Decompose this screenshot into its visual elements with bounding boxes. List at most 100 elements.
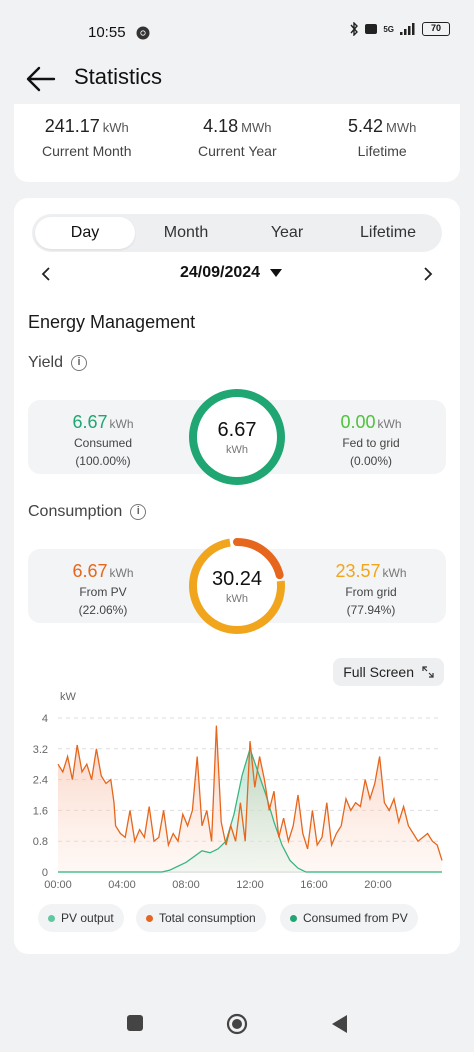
expand-icon (422, 666, 434, 678)
consumption-donut (189, 538, 285, 634)
consumption-total-value: 30.24 (211, 568, 263, 590)
back-button[interactable] (330, 1014, 348, 1034)
summary-value: 241.17 (44, 116, 100, 136)
y-tick-label: 4 (42, 713, 48, 725)
unit: kWh (109, 566, 134, 580)
summary-current-month: 241.17 kWh Current Month (42, 116, 131, 159)
status-time: 10:55 (88, 24, 126, 41)
consumption-grid: 23.57 kWh From grid (77.94%) (306, 561, 436, 618)
legend-dot (146, 914, 153, 922)
yield-label: Yield (28, 354, 63, 371)
y-tick-label: 3.2 (33, 744, 48, 756)
summary-unit: kWh (102, 120, 129, 135)
yield-consumed-value: 6.67 (72, 412, 108, 432)
x-tick-label: 20:00 (364, 879, 392, 891)
summary-current-year: 4.18 MWh Current Year (198, 116, 277, 159)
yield-consumed-pct: (100.00%) (75, 454, 131, 468)
consumption-title: Consumption i (28, 503, 147, 521)
page-title: Statistics (74, 64, 163, 89)
summary-label: Lifetime (357, 143, 407, 159)
summary-lifetime: 5.42 MWh Lifetime (348, 116, 416, 159)
summary-label: Current Month (42, 143, 132, 159)
yield-total: 6.67 kWh (187, 387, 287, 487)
legend-dot (290, 914, 297, 922)
chrome-icon (136, 26, 150, 40)
y-axis-unit: kW (60, 691, 77, 703)
summary-value: 4.18 (203, 116, 239, 136)
info-icon[interactable]: i (130, 504, 147, 520)
yield-total-value: 6.67 (217, 419, 257, 441)
y-tick-label: 0.8 (33, 836, 48, 848)
date-picker[interactable]: 24/09/2024 (180, 264, 283, 282)
yield-fed: 0.00 kWh Fed to grid (0.00%) (306, 412, 436, 469)
yield-fed-pct: (0.00%) (349, 454, 393, 468)
legend-dot (48, 914, 55, 922)
status-bar: 10:55 5G 70 (0, 0, 474, 60)
period-tabs: Day Month Year Lifetime (32, 214, 442, 252)
yield-total-unit: kWh (226, 444, 248, 456)
energy-card: Day Month Year Lifetime 24/09/2024 Energ… (14, 198, 460, 954)
consumption-grid-value: 23.57 (335, 561, 381, 581)
yield-fed-value: 0.00 (340, 412, 376, 432)
legend-label: Total consumption (159, 911, 256, 925)
yield-fed-label: Fed to grid (342, 436, 400, 450)
tab-year[interactable]: Year (270, 224, 304, 241)
signal-icon (400, 23, 415, 35)
unit: kWh (377, 417, 402, 431)
y-tick-label: 0 (42, 867, 48, 879)
network-type: 5G (383, 24, 394, 34)
summary-value: 5.42 (348, 116, 384, 136)
caret-down-icon (270, 269, 283, 277)
chart-legend: PV output Total consumption Consumed fro… (14, 904, 460, 932)
consumption-grid-pct: (77.94%) (346, 603, 396, 617)
full-screen-button[interactable]: Full Screen (333, 658, 444, 686)
chevron-left-icon[interactable] (36, 262, 56, 286)
consumption-pv-pct: (22.06%) (78, 603, 128, 617)
consumption-ring: 30.24 kWh (187, 536, 287, 636)
unit: kWh (382, 566, 407, 580)
back-arrow-icon[interactable] (24, 64, 58, 94)
consumed-from-pv-line (58, 746, 442, 873)
consumption-grid-label: From grid (345, 585, 397, 599)
x-tick-label: 04:00 (108, 879, 136, 891)
app-bar: Statistics (0, 60, 474, 100)
tab-day[interactable]: Day (35, 217, 135, 249)
volte-icon (365, 24, 378, 34)
recents-button[interactable] (126, 1014, 144, 1032)
legend-label: PV output (61, 911, 114, 925)
y-tick-label: 1.6 (33, 805, 48, 817)
x-tick-label: 08:00 (172, 879, 200, 891)
summary-card: 241.17 kWh Current Month 4.18 MWh Current … (14, 104, 460, 182)
consumed-from-pv-area (58, 748, 442, 872)
date-text: 24/09/2024 (180, 264, 261, 281)
summary-unit: MWh (386, 120, 417, 135)
x-tick-label: 16:00 (300, 879, 328, 891)
yield-consumed-label: Consumed (73, 436, 133, 450)
yield-consumed: 6.67 kWh Consumed (100.00%) (38, 412, 168, 469)
consumption-pv: 6.67 kWh From PV (22.06%) (38, 561, 168, 618)
energy-line-chart: kW 0 0.8 1.6 2.4 3.2 4 00:00 04:00 08:00 12:00 16:0… (33, 691, 443, 891)
system-nav-bar (0, 998, 474, 1052)
y-tick-label: 2.4 (33, 775, 48, 787)
yield-donut (189, 389, 285, 485)
legend-total-consumption[interactable]: Total consumption (136, 904, 266, 932)
consumption-pv-value: 6.67 (72, 561, 108, 581)
tab-month[interactable]: Month (163, 224, 209, 241)
consumption-total: 30.24 kWh (187, 536, 287, 636)
info-icon[interactable]: i (70, 355, 87, 371)
legend-label: Consumed from PV (303, 911, 408, 925)
date-selector: 24/09/2024 (14, 262, 460, 286)
legend-pv-output[interactable]: PV output (38, 904, 124, 932)
consumption-pv-label: From PV (79, 585, 127, 599)
consumption-total-unit: kWh (226, 593, 248, 605)
tab-lifetime[interactable]: Lifetime (359, 224, 417, 241)
bluetooth-icon (350, 22, 359, 36)
x-tick-label: 12:00 (236, 879, 264, 891)
x-tick-label: 00:00 (44, 879, 72, 891)
legend-consumed-from-pv[interactable]: Consumed from PV (280, 904, 418, 932)
battery-indicator: 70 (422, 22, 450, 36)
home-button[interactable] (226, 1013, 248, 1035)
unit: kWh (109, 417, 134, 431)
summary-unit: MWh (241, 120, 272, 135)
chevron-right-icon[interactable] (418, 262, 438, 286)
